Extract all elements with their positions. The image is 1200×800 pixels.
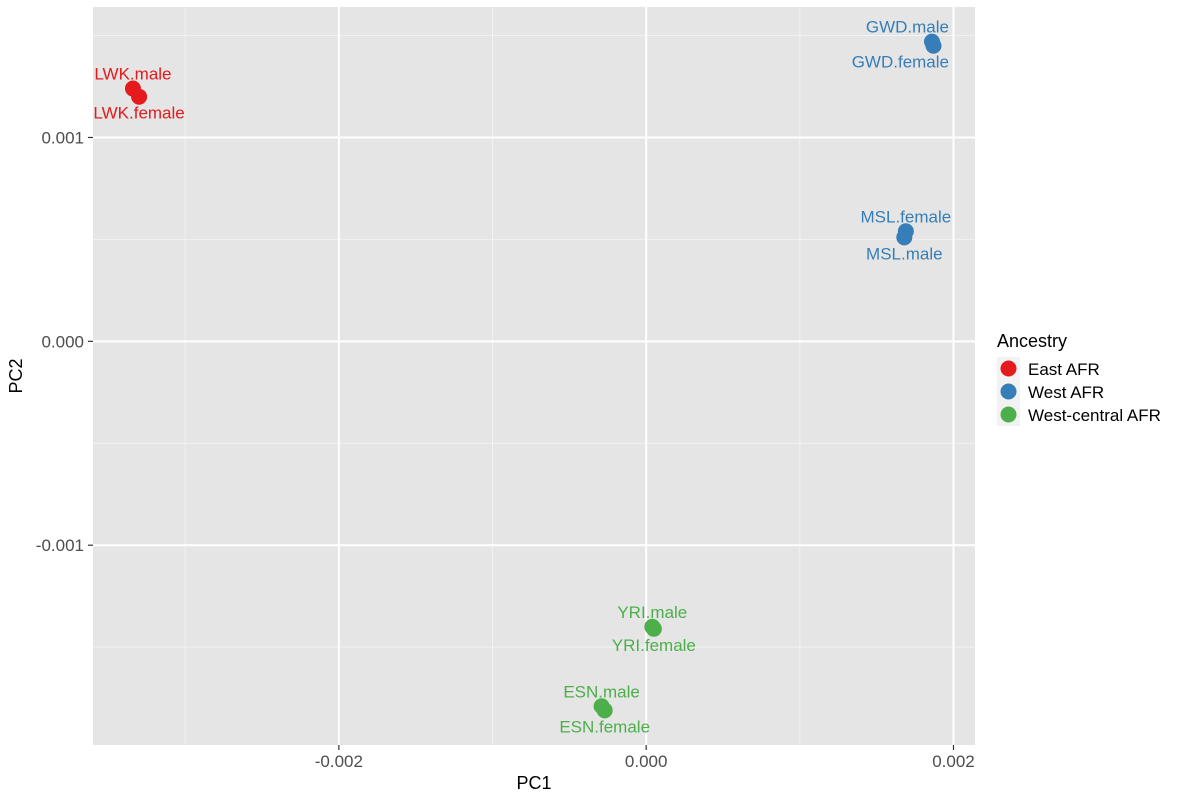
x-tick-label: 0.002 <box>932 752 975 771</box>
legend-title: Ancestry <box>997 331 1067 351</box>
point-label-gwd-male: GWD.male <box>866 18 949 37</box>
point-gwd-female <box>925 37 942 54</box>
point-label-esn-female: ESN.female <box>559 717 650 736</box>
legend-key-east-afr <box>1000 360 1017 377</box>
point-lwk-female <box>131 88 148 105</box>
y-tick-label: 0.001 <box>41 128 84 147</box>
legend-label-west-central-afr: West-central AFR <box>1028 406 1161 425</box>
point-yri-female <box>645 620 662 637</box>
point-label-msl-male: MSL.male <box>866 244 943 263</box>
point-label-msl-female: MSL.female <box>861 207 952 226</box>
x-tick-label: 0.000 <box>625 752 668 771</box>
x-axis-title: PC1 <box>516 773 551 793</box>
point-esn-female <box>596 702 613 719</box>
point-label-yri-female: YRI.female <box>612 636 696 655</box>
y-tick-label: 0.000 <box>41 332 84 351</box>
y-axis-title: PC2 <box>6 358 26 393</box>
y-tick-label: -0.001 <box>36 536 84 555</box>
point-label-gwd-female: GWD.female <box>852 53 949 72</box>
legend-key-west-central-afr <box>1000 406 1017 423</box>
point-label-esn-male: ESN.male <box>563 682 640 701</box>
plot-panel <box>93 7 975 745</box>
legend-key-west-afr <box>1000 383 1017 400</box>
point-msl-male <box>896 229 913 246</box>
x-tick-label: -0.002 <box>315 752 363 771</box>
point-label-lwk-male: LWK.male <box>94 65 171 84</box>
point-label-lwk-female: LWK.female <box>93 104 184 123</box>
legend-label-west-afr: West AFR <box>1028 383 1104 402</box>
legend-label-east-afr: East AFR <box>1028 360 1100 379</box>
point-label-yri-male: YRI.male <box>617 603 687 622</box>
